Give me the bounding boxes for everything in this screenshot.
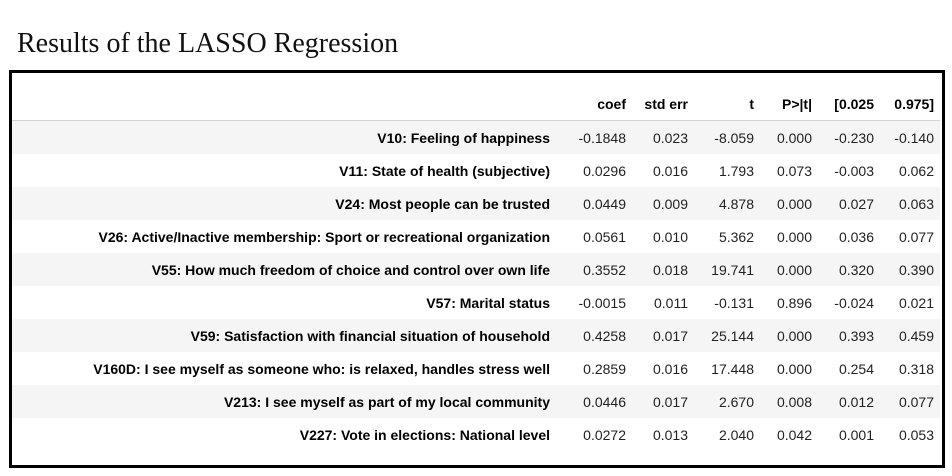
row-label: V227: Vote in elections: National level [299,426,550,443]
column-header-ci-lower: [0.025 [818,87,880,121]
cell-ci-lower: 0.001 [838,426,874,443]
cell-p-value: 0.000 [776,327,812,344]
results-table: coef std err t P>|t| [0.025 0.975] V10: … [12,87,940,451]
row-label: V213: I see myself as part of my local c… [223,393,550,410]
table-row: V24: Most people can be trusted 0.0449 0… [12,187,940,220]
cell-coef: 0.0446 [583,393,626,410]
header-row: coef std err t P>|t| [0.025 0.975] [12,87,940,121]
cell-p-value: 0.042 [776,426,812,443]
cell-t: 4.878 [718,195,754,212]
cell-p-value: 0.000 [776,195,812,212]
cell-coef: -0.0015 [578,294,626,311]
cell-ci-upper: 0.021 [898,294,934,311]
column-header-std-err: std err [632,87,694,121]
cell-t: 1.793 [718,162,754,179]
cell-ci-upper: 0.390 [898,261,934,278]
cell-ci-upper: 0.459 [898,327,934,344]
cell-ci-lower: 0.254 [838,360,874,377]
cell-t: 17.448 [711,360,754,377]
cell-ci-upper: 0.053 [898,426,934,443]
cell-std-err: 0.010 [652,228,688,245]
cell-t: 2.040 [718,426,754,443]
table-row: V11: State of health (subjective) 0.0296… [12,154,940,187]
row-label: V10: Feeling of happiness [377,129,550,146]
results-table-frame: coef std err t P>|t| [0.025 0.975] V10: … [9,70,945,468]
cell-coef: 0.0561 [583,228,626,245]
column-header-t: t [694,87,760,121]
cell-ci-upper: 0.077 [898,393,934,410]
cell-ci-lower: 0.393 [838,327,874,344]
row-label: V24: Most people can be trusted [335,195,550,212]
cell-p-value: 0.000 [776,228,812,245]
cell-std-err: 0.023 [652,129,688,146]
cell-p-value: 0.000 [776,129,812,146]
cell-ci-upper: 0.062 [898,162,934,179]
cell-ci-lower: -0.024 [834,294,874,311]
row-label: V57: Marital status [426,294,550,311]
cell-std-err: 0.009 [652,195,688,212]
table-row: V160D: I see myself as someone who: is r… [12,352,940,385]
cell-std-err: 0.017 [652,393,688,410]
cell-p-value: 0.073 [776,162,812,179]
cell-ci-upper: 0.318 [898,360,934,377]
cell-p-value: 0.000 [776,261,812,278]
cell-p-value: 0.000 [776,360,812,377]
cell-ci-upper: 0.063 [898,195,934,212]
table-row: V227: Vote in elections: National level … [12,418,940,451]
table-row: V26: Active/Inactive membership: Sport o… [12,220,940,253]
cell-std-err: 0.016 [652,360,688,377]
cell-t: 2.670 [718,393,754,410]
cell-p-value: 0.896 [776,294,812,311]
cell-ci-lower: 0.320 [838,261,874,278]
column-header-ci-upper: 0.975] [880,87,940,121]
cell-coef: -0.1848 [578,129,626,146]
cell-ci-lower: -0.003 [834,162,874,179]
table-row: V10: Feeling of happiness -0.1848 0.023 … [12,120,940,154]
column-header-coef: coef [558,87,632,121]
cell-t: 5.362 [718,228,754,245]
cell-ci-lower: 0.036 [838,228,874,245]
cell-t: 19.741 [711,261,754,278]
cell-t: -0.131 [714,294,754,311]
row-label: V160D: I see myself as someone who: is r… [93,360,550,377]
row-label: V59: Satisfaction with financial situati… [190,327,550,344]
table-row: V55: How much freedom of choice and cont… [12,253,940,286]
table-row: V57: Marital status -0.0015 0.011 -0.131… [12,286,940,319]
cell-ci-lower: 0.012 [838,393,874,410]
table-row: V213: I see myself as part of my local c… [12,385,940,418]
cell-p-value: 0.008 [776,393,812,410]
cell-std-err: 0.016 [652,162,688,179]
cell-coef: 0.0449 [583,195,626,212]
column-header-p-value: P>|t| [760,87,818,121]
cell-coef: 0.0272 [583,426,626,443]
row-label: V55: How much freedom of choice and cont… [151,261,550,278]
cell-t: -8.059 [714,129,754,146]
cell-coef: 0.0296 [583,162,626,179]
cell-coef: 0.2859 [583,360,626,377]
cell-ci-upper: -0.140 [894,129,934,146]
cell-t: 25.144 [711,327,754,344]
page-title: Results of the LASSO Regression [17,28,399,59]
cell-ci-lower: 0.027 [838,195,874,212]
row-label: V11: State of health (subjective) [339,162,550,179]
cell-coef: 0.3552 [583,261,626,278]
cell-std-err: 0.018 [652,261,688,278]
header-blank [12,87,558,121]
cell-std-err: 0.011 [654,294,688,311]
cell-ci-lower: -0.230 [834,129,874,146]
cell-ci-upper: 0.077 [898,228,934,245]
cell-coef: 0.4258 [583,327,626,344]
cell-std-err: 0.013 [652,426,688,443]
cell-std-err: 0.017 [652,327,688,344]
row-label: V26: Active/Inactive membership: Sport o… [98,228,551,245]
table-row: V59: Satisfaction with financial situati… [12,319,940,352]
